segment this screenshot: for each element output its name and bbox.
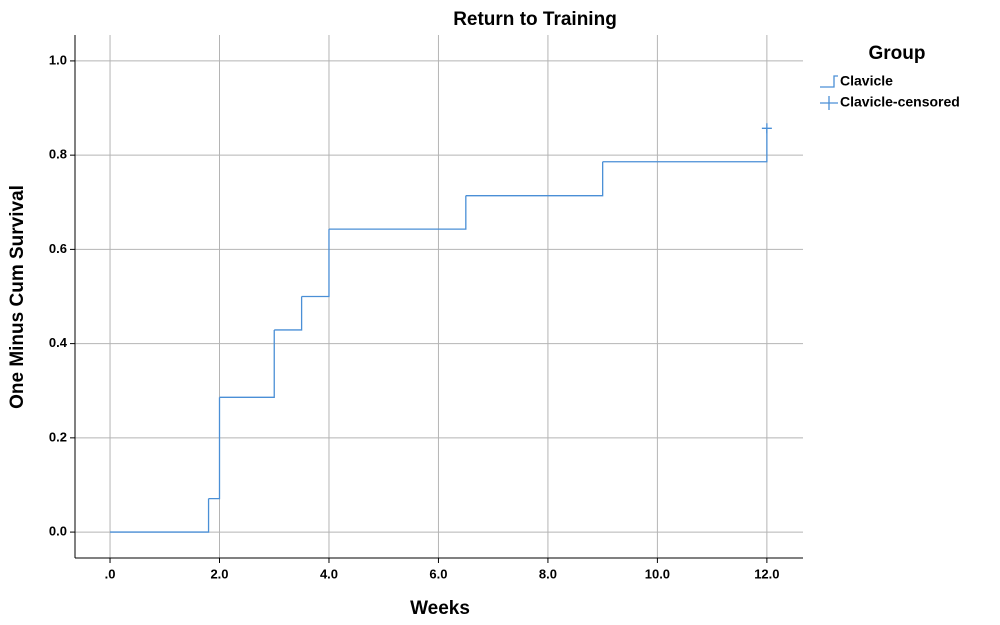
step-segment (328, 195, 467, 230)
y-axis-label: One Minus Cum Survival (7, 185, 28, 409)
step-segment (110, 498, 210, 533)
y-tick-label: 0.6 (49, 241, 67, 256)
y-tick-label: 0.8 (49, 147, 67, 162)
step-segment (465, 161, 604, 197)
x-tick-label: 10.0 (645, 566, 670, 581)
y-tick-label: 0.0 (49, 524, 67, 539)
x-tick-label: 4.0 (320, 566, 338, 581)
chart-title: Return to Training (453, 9, 617, 30)
y-tick-label: 0.2 (49, 429, 67, 444)
x-tick-label: 12.0 (754, 566, 779, 581)
x-axis-label: Weeks (410, 598, 470, 619)
legend-label: Clavicle (840, 73, 893, 89)
step-segment (602, 128, 768, 163)
step-segment (274, 296, 303, 331)
y-tick-label: 0.4 (49, 335, 68, 350)
x-tick-label: 6.0 (429, 566, 447, 581)
x-tick-label: 8.0 (539, 566, 557, 581)
y-tick-label: 1.0 (49, 52, 67, 67)
x-tick-label: 2.0 (210, 566, 228, 581)
step-segment (219, 329, 275, 398)
legend-label: Clavicle-censored (840, 94, 960, 110)
x-tick-label: .0 (105, 566, 116, 581)
legend-title: Group (869, 43, 926, 64)
step-segment (208, 397, 221, 500)
legend-swatch (820, 96, 838, 110)
legend-swatch (820, 75, 838, 88)
step-segment (301, 229, 330, 298)
censor-mark (761, 123, 772, 134)
